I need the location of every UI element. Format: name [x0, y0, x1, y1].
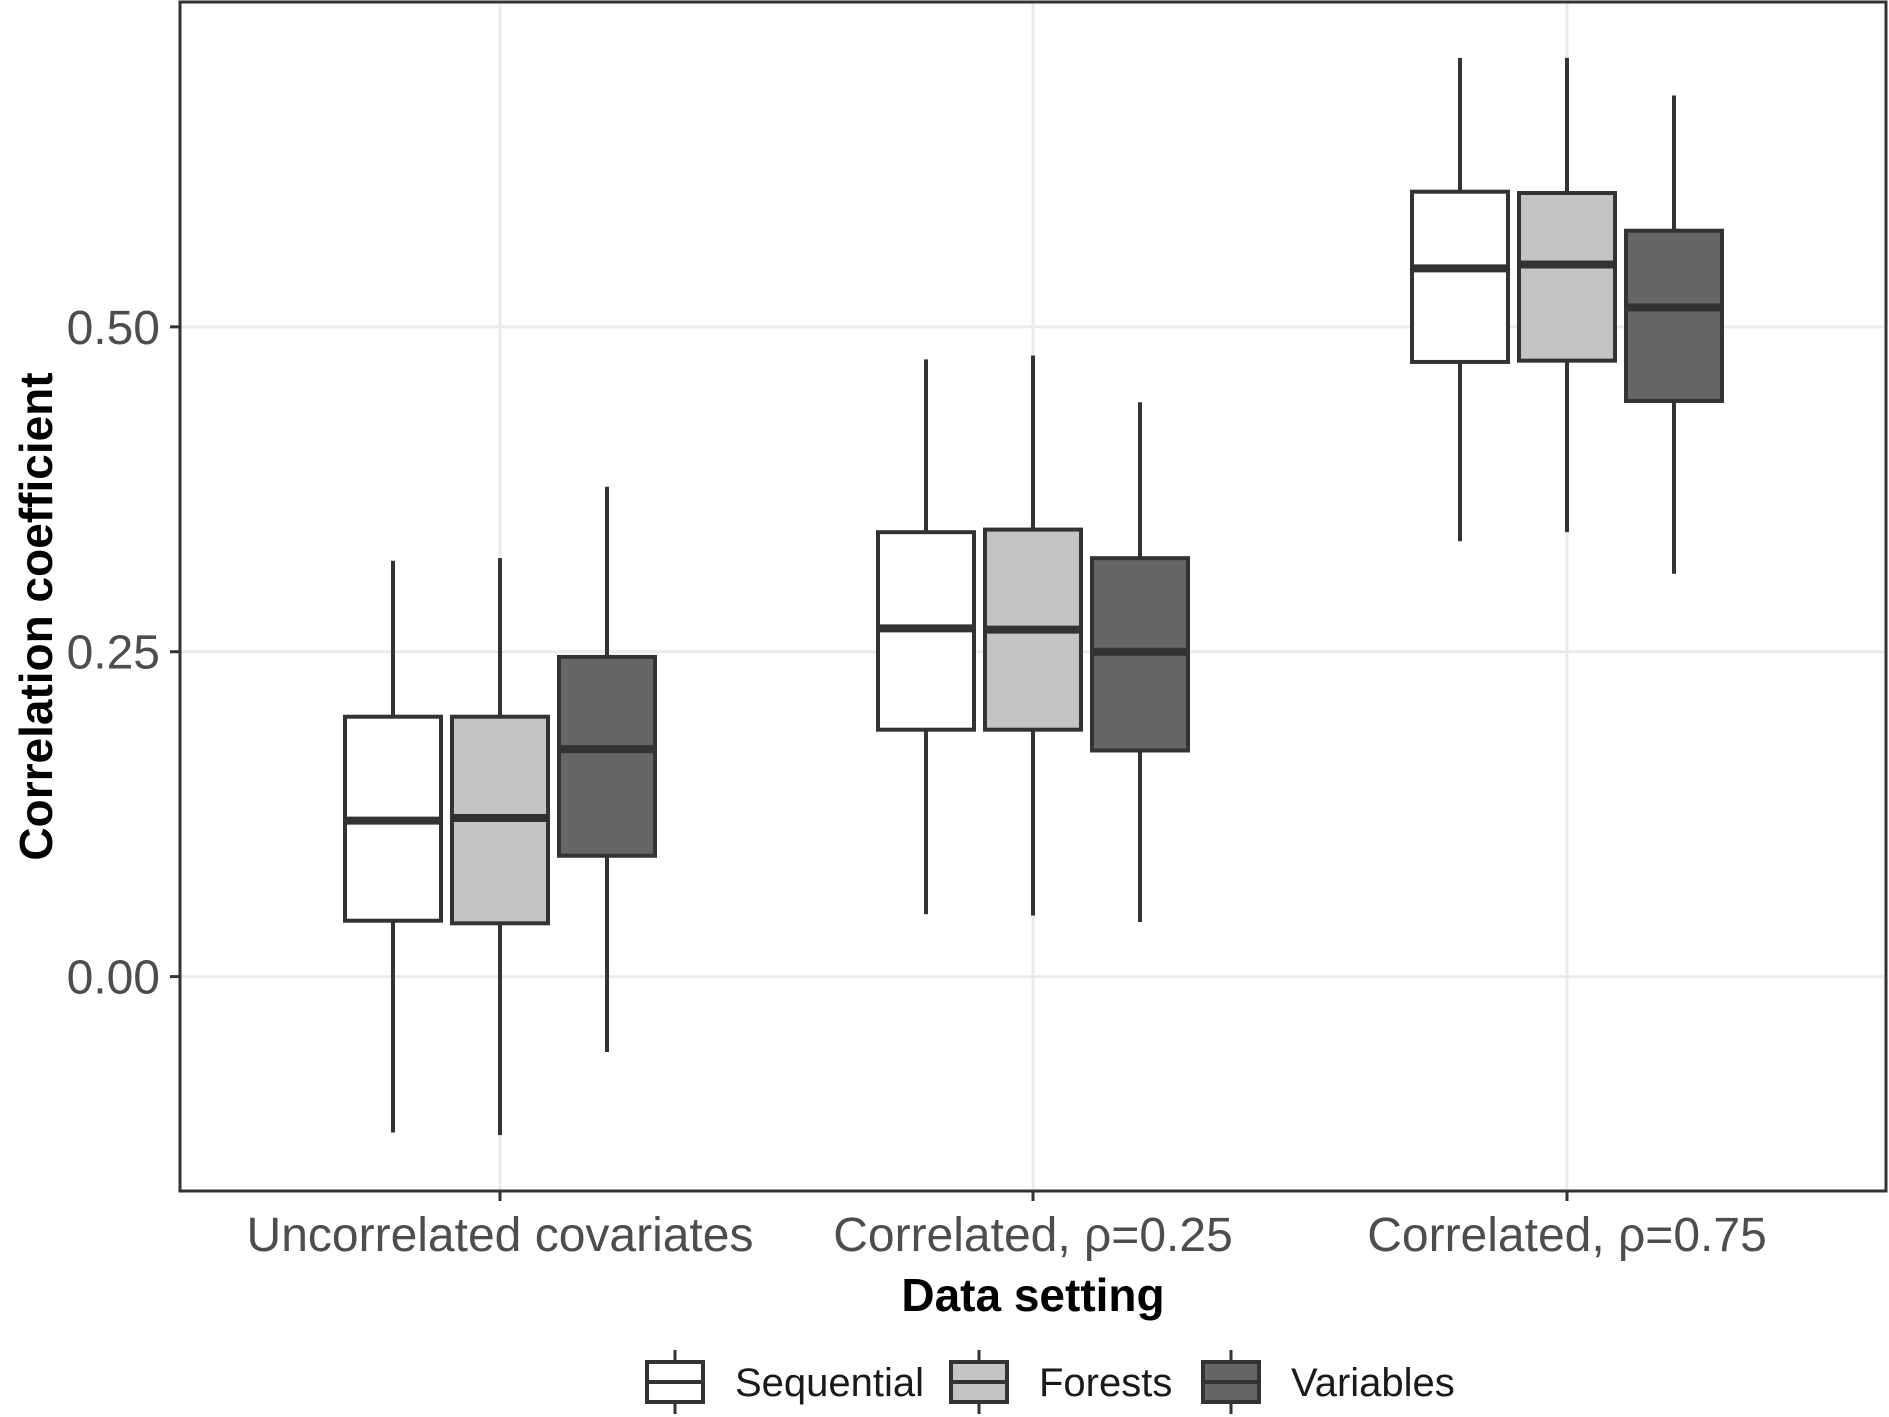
box-body [1410, 189, 1510, 364]
legend-label: Sequential [735, 1361, 924, 1405]
box-sequential-1 [876, 359, 976, 915]
y-axis-title: Correlation coefficient [10, 372, 62, 860]
box-forests-1 [983, 355, 1083, 916]
legend-item-variables: Variables [1201, 1350, 1455, 1414]
box-variables-2 [1624, 95, 1724, 574]
box-body [1517, 191, 1617, 363]
y-tick-label-1: 0.25 [67, 627, 160, 680]
legend: Sequential Forests Variables [645, 1350, 1455, 1414]
box-variables-0 [557, 486, 657, 1052]
box-body [557, 654, 657, 858]
y-tick-label-2: 0.50 [67, 302, 160, 355]
box-forests-2 [1517, 57, 1617, 533]
x-tick-label-2: Correlated, ρ=0.75 [1367, 1209, 1767, 1262]
y-tick-label-0: 0.00 [67, 952, 160, 1005]
box-forests-0 [450, 558, 550, 1136]
box-series [343, 57, 1724, 1136]
legend-label: Variables [1291, 1361, 1455, 1405]
legend-item-sequential: Sequential [645, 1350, 924, 1414]
box-variables-1 [1090, 402, 1190, 923]
box-sequential-0 [343, 560, 443, 1133]
x-tick-label-0: Uncorrelated covariates [247, 1209, 754, 1262]
legend-item-forests: Forests [949, 1350, 1172, 1414]
box-body [1624, 228, 1724, 403]
y-axis-ticks: 0.00 0.25 0.50 [67, 302, 180, 1005]
x-axis-ticks: Uncorrelated covariates Correlated, ρ=0.2… [247, 1191, 1767, 1262]
legend-label: Forests [1039, 1361, 1172, 1405]
x-tick-label-1: Correlated, ρ=0.25 [833, 1209, 1233, 1262]
x-axis-title: Data setting [901, 1269, 1164, 1321]
box-sequential-2 [1410, 57, 1510, 542]
